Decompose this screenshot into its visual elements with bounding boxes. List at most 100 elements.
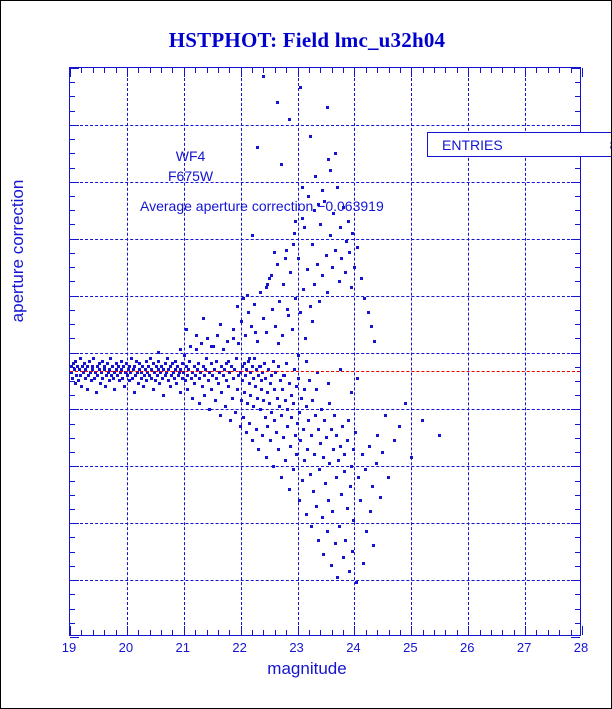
- data-point: [326, 498, 330, 502]
- data-point: [121, 376, 125, 380]
- data-point: [179, 368, 183, 372]
- axis-tick: [547, 630, 549, 635]
- data-point: [137, 368, 141, 372]
- data-point: [335, 185, 339, 189]
- axis-tick: [411, 68, 413, 77]
- data-point: [166, 379, 170, 383]
- mean-reference-line: [70, 370, 580, 372]
- x-tick-label: 21: [175, 640, 190, 655]
- axis-tick: [70, 167, 75, 169]
- data-point: [208, 407, 212, 411]
- axis-tick: [559, 68, 561, 73]
- data-point: [141, 365, 145, 369]
- data-point: [248, 422, 252, 426]
- axis-tick: [422, 68, 424, 73]
- axis-tick: [570, 68, 572, 73]
- data-point: [291, 467, 295, 471]
- data-point: [155, 373, 159, 377]
- data-point: [79, 373, 83, 377]
- data-point: [224, 362, 228, 366]
- data-point: [173, 368, 177, 372]
- data-point: [243, 390, 247, 394]
- data-point: [232, 336, 236, 340]
- data-point: [147, 365, 150, 369]
- data-point: [301, 427, 305, 431]
- data-point: [221, 348, 225, 352]
- data-point: [104, 385, 108, 389]
- data-point: [178, 390, 182, 394]
- data-point: [95, 365, 99, 369]
- data-point: [367, 444, 371, 448]
- data-point: [288, 382, 292, 386]
- data-point: [329, 168, 333, 172]
- data-point: [340, 424, 344, 428]
- data-point: [334, 248, 338, 252]
- axis-tick: [195, 630, 197, 635]
- data-point: [158, 370, 162, 374]
- axis-tick: [229, 68, 231, 73]
- data-point: [344, 538, 348, 542]
- axis-tick: [70, 423, 75, 425]
- data-point: [302, 225, 306, 229]
- data-point: [281, 387, 285, 391]
- axis-tick: [575, 309, 580, 311]
- data-point: [315, 262, 319, 266]
- data-point: [309, 433, 313, 437]
- data-point: [294, 296, 298, 300]
- data-point: [259, 365, 263, 369]
- axis-tick: [70, 523, 79, 525]
- data-point: [103, 365, 107, 369]
- axis-tick: [206, 68, 208, 73]
- data-point: [77, 368, 81, 372]
- data-point: [156, 351, 160, 354]
- data-point: [132, 390, 136, 394]
- axis-tick: [70, 309, 75, 311]
- data-point: [242, 362, 246, 366]
- data-point: [371, 484, 375, 488]
- data-point: [319, 407, 323, 411]
- axis-tick: [263, 68, 265, 73]
- data-point: [297, 376, 301, 380]
- axis-tick: [70, 352, 79, 354]
- data-point: [202, 373, 206, 377]
- data-point: [202, 316, 206, 320]
- axis-tick: [308, 68, 310, 73]
- axis-tick: [70, 409, 79, 411]
- axis-tick: [575, 423, 580, 425]
- data-point: [323, 481, 327, 485]
- data-point: [392, 439, 396, 443]
- data-point: [298, 86, 302, 90]
- plot-area: WF4 F675W Average aperture correction −0…: [69, 67, 611, 638]
- axis-tick: [70, 565, 75, 567]
- axis-tick: [217, 630, 219, 635]
- x-tick-label: 24: [346, 640, 361, 655]
- axis-tick: [490, 68, 492, 73]
- data-point: [109, 356, 113, 360]
- data-point: [268, 382, 272, 386]
- data-point: [102, 368, 106, 372]
- data-point: [264, 376, 268, 380]
- data-point: [276, 262, 280, 266]
- data-point: [209, 362, 213, 366]
- data-point: [252, 302, 256, 306]
- data-point: [152, 362, 156, 366]
- data-point: [148, 356, 152, 360]
- data-point: [80, 385, 84, 389]
- axis-tick: [575, 537, 580, 539]
- axis-tick: [575, 96, 580, 98]
- data-point: [313, 413, 317, 417]
- x-tick-label: 27: [516, 640, 532, 655]
- data-point: [293, 368, 297, 372]
- axis-tick: [104, 68, 106, 73]
- axis-tick: [138, 68, 140, 73]
- data-point: [185, 328, 189, 332]
- axis-tick: [571, 238, 580, 240]
- data-point: [305, 513, 309, 517]
- axis-tick: [149, 630, 151, 635]
- axis-tick: [575, 110, 580, 112]
- data-point: [148, 373, 152, 377]
- data-point: [306, 268, 310, 272]
- data-point: [252, 405, 256, 409]
- axis-tick: [388, 630, 390, 635]
- data-point: [144, 359, 148, 363]
